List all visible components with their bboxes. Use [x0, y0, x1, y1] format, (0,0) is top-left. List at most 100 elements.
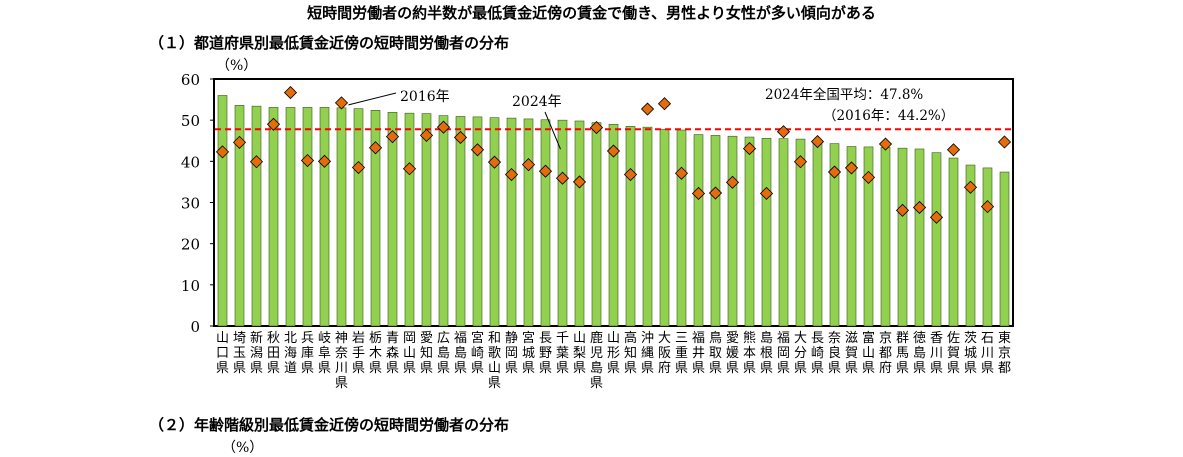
category-label: 県	[488, 376, 501, 391]
annotation-2016-arrow	[348, 92, 397, 106]
bar	[744, 136, 755, 327]
category-label: 沖	[641, 331, 654, 346]
category-label: 根	[760, 346, 773, 361]
bar	[217, 95, 228, 327]
bar	[540, 119, 551, 327]
data-point	[249, 155, 264, 169]
category-label: 木	[369, 346, 382, 361]
bar	[965, 164, 976, 327]
bar	[880, 147, 891, 327]
category-label: 千	[556, 331, 569, 346]
category-label: 知	[420, 345, 433, 361]
category-label: 山	[607, 331, 620, 346]
category-label: 徳	[913, 331, 926, 346]
bar	[608, 123, 619, 327]
annotation-2024-label: 2024年	[512, 94, 562, 110]
data-point	[674, 166, 689, 180]
category-label: 岡	[505, 346, 518, 361]
category-label: 田	[267, 346, 280, 361]
bar	[285, 107, 296, 327]
category-label: 愛	[726, 331, 739, 346]
data-point	[385, 130, 400, 144]
category-label: 東	[998, 330, 1011, 346]
bar	[591, 122, 602, 327]
data-point	[912, 200, 927, 215]
category-label: 県	[675, 361, 688, 376]
data-point	[419, 128, 434, 142]
bar	[659, 128, 670, 327]
category-label: 県	[964, 361, 977, 376]
bar	[812, 140, 823, 327]
category-label: 海	[284, 346, 297, 361]
section-2-unit-label: （%）	[222, 440, 264, 456]
category-label: 栃	[369, 331, 382, 346]
category-label: 児	[590, 346, 603, 361]
category-label: 県	[556, 361, 569, 376]
category-label: 福	[454, 331, 467, 346]
category-label: 兵	[301, 331, 314, 346]
category-label: 分	[794, 346, 807, 361]
bar	[982, 167, 993, 327]
data-point	[538, 164, 553, 178]
data-point	[929, 210, 944, 224]
bar	[914, 148, 925, 327]
category-label: 神	[335, 331, 348, 346]
category-label: 県	[233, 361, 246, 376]
data-point	[776, 125, 791, 139]
category-label: 県	[539, 361, 552, 376]
bar	[897, 147, 908, 327]
data-point	[759, 186, 774, 201]
category-label: 県	[913, 361, 926, 376]
data-point	[640, 102, 655, 116]
category-label: 静	[505, 331, 518, 346]
data-point	[402, 162, 417, 176]
category-label: 県	[845, 361, 858, 376]
bar	[353, 108, 364, 327]
data-point	[351, 160, 366, 175]
figure-title: 短時間労働者の約半数が最低賃金近傍の賃金で働き、男性より女性が多い傾向がある	[307, 4, 876, 22]
bar	[761, 137, 772, 327]
category-label: 岐	[318, 331, 331, 346]
data-point	[572, 175, 587, 189]
category-label: 山	[403, 346, 416, 361]
category-label: 取	[709, 346, 722, 361]
category-label: 群	[896, 331, 909, 346]
category-label: 城	[964, 346, 977, 361]
category-label: 道	[284, 361, 297, 376]
category-label: 奈	[335, 346, 348, 361]
data-point	[487, 155, 502, 169]
category-label: 県	[216, 361, 229, 376]
category-label: 秋	[267, 331, 280, 346]
data-point	[436, 120, 451, 134]
data-point	[708, 186, 723, 200]
category-label: 山	[862, 346, 875, 361]
bar	[846, 146, 857, 327]
category-label: 島	[760, 331, 773, 346]
category-label: 本	[743, 346, 756, 361]
data-point	[725, 175, 740, 189]
data-point	[844, 161, 859, 175]
category-label: 梨	[573, 346, 586, 361]
data-point	[453, 130, 468, 145]
category-label: 宮	[522, 330, 535, 346]
category-label: 島	[590, 361, 603, 376]
category-label: 県	[522, 361, 535, 376]
data-point	[691, 186, 706, 201]
category-label: 岡	[403, 331, 416, 346]
category-label: 川	[930, 346, 943, 361]
category-label: 県	[777, 361, 790, 376]
bar	[625, 126, 636, 327]
category-label: 県	[318, 361, 331, 376]
category-label: 県	[709, 361, 722, 376]
category-label: 高	[624, 330, 637, 346]
data-point	[334, 96, 349, 110]
category-label: 岩	[352, 331, 365, 346]
category-label: 川	[335, 361, 348, 376]
category-label: 良	[828, 345, 841, 361]
category-label: 森	[386, 346, 399, 361]
bar	[404, 112, 415, 327]
bar	[931, 152, 942, 327]
category-label: 庫	[301, 346, 314, 361]
bar	[778, 138, 789, 327]
data-point	[266, 117, 281, 131]
